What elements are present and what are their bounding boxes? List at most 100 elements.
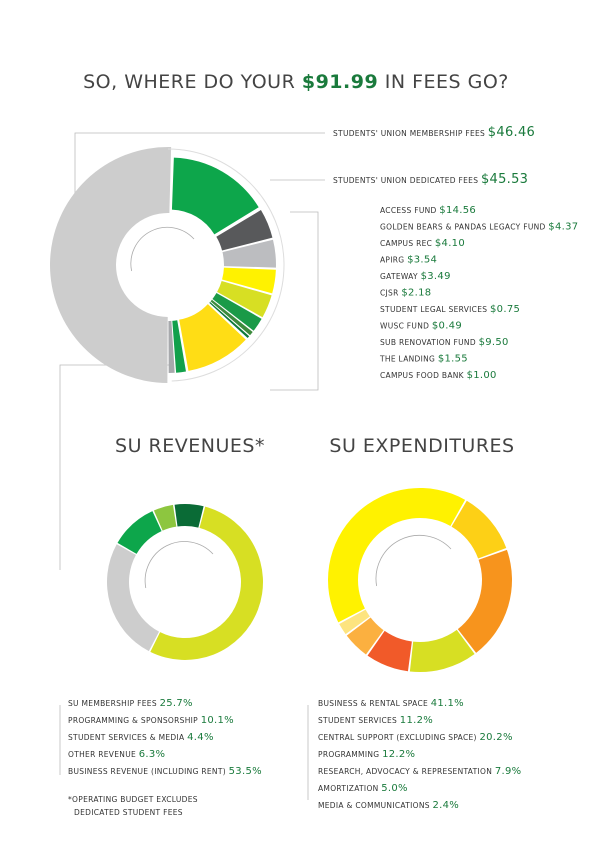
legend-entry: BUSINESS REVENUE (INCLUDING RENT) 53.5%	[68, 766, 262, 777]
donut-segment	[150, 506, 263, 660]
title-suffix: IN FEES GO?	[385, 71, 509, 93]
legend-label: WUSC FUND	[380, 322, 429, 331]
legend-value: $9.50	[479, 337, 509, 348]
legend-value: $4.37	[548, 222, 578, 233]
footnote: *OPERATING BUDGET EXCLUDES DEDICATED STUD…	[68, 795, 198, 817]
donut-segment	[217, 280, 272, 318]
legend-entry: STUDENT SERVICES & MEDIA 4.4%	[68, 732, 214, 743]
legend-label: CJSR	[380, 289, 399, 298]
legend-entry: CJSR $2.18	[380, 288, 431, 299]
legend-entry: SU MEMBERSHIP FEES 25.7%	[68, 698, 193, 709]
donut-segment	[339, 609, 370, 635]
legend-label: GATEWAY	[380, 272, 418, 281]
donut-segment	[168, 320, 175, 373]
legend-value: $1.00	[467, 370, 497, 381]
legend-entry: MEDIA & COMMUNICATIONS 2.4%	[318, 800, 459, 811]
legend-entry: AMORTIZATION 5.0%	[318, 783, 408, 794]
group-arc	[167, 148, 285, 382]
title-amount: $91.99	[302, 71, 378, 93]
title-prefix: SO, WHERE DO YOUR	[83, 71, 295, 93]
donut-segment	[171, 157, 259, 235]
legend-label: CAMPUS REC	[380, 239, 432, 248]
donut-segment	[328, 488, 466, 623]
donut-segment	[49, 146, 172, 383]
donut-segment	[346, 617, 384, 655]
legend-value: 53.5%	[229, 766, 262, 777]
group-value: $45.53	[481, 172, 528, 187]
donut-segment	[212, 293, 262, 331]
legend-label: STUDENT SERVICES & MEDIA	[68, 733, 185, 742]
legend-label: THE LANDING	[379, 355, 435, 364]
legend-value: 41.1%	[431, 698, 464, 709]
legend-value: 6.3%	[139, 749, 166, 760]
legend-label: PROGRAMMING & SPONSORSHIP	[68, 716, 198, 725]
footnote-line: DEDICATED STUDENT FEES	[74, 808, 183, 817]
legend-entry: SUB RENOVATION FUND $9.50	[380, 337, 509, 348]
legend-value: 20.2%	[479, 732, 512, 743]
donut-segment	[179, 304, 246, 371]
donut-segment	[172, 320, 186, 373]
donut-segment	[222, 267, 276, 294]
legend-entry: GATEWAY $3.49	[380, 271, 451, 282]
donut-segment	[367, 630, 412, 672]
legend-value: $0.49	[432, 321, 462, 332]
donut-segment	[210, 299, 253, 336]
legend-value: 7.9%	[495, 766, 522, 777]
legend-label: APIRG	[380, 256, 404, 265]
legend-value: $46.46	[488, 125, 535, 140]
legend-label: PROGRAMMING	[318, 750, 379, 759]
legend-value: $2.18	[401, 288, 431, 299]
legend-label: RESEARCH, ADVOCACY & REPRESENTATION	[318, 767, 492, 776]
legend-entry: STUDENT SERVICES 11.2%	[318, 715, 433, 726]
legend-value: 11.2%	[400, 715, 433, 726]
donut-segment	[106, 544, 160, 652]
legend-label: SUB RENOVATION FUND	[380, 338, 476, 347]
legend-label: STUDENT SERVICES	[318, 716, 397, 725]
legend-value: $3.54	[407, 255, 437, 266]
center-arrow	[130, 226, 195, 272]
legend-entry: THE LANDING $1.55	[379, 354, 468, 365]
center-arrow	[144, 541, 214, 589]
legend-label: BUSINESS REVENUE (INCLUDING RENT)	[68, 767, 226, 776]
donut-segment	[222, 239, 276, 268]
legend-value: 12.2%	[382, 749, 415, 760]
legend-label: MEDIA & COMMUNICATIONS	[318, 801, 430, 810]
footnote-line: *OPERATING BUDGET EXCLUDES	[68, 795, 198, 804]
legend-entry: CENTRAL SUPPORT (EXCLUDING SPACE) 20.2%	[318, 732, 513, 743]
legend-value: $14.56	[439, 205, 476, 216]
legend-label: STUDENT LEGAL SERVICES	[380, 305, 487, 314]
legend-entry: PROGRAMMING 12.2%	[318, 749, 415, 760]
legend-label: AMORTIZATION	[318, 784, 379, 793]
legend-entry: WUSC FUND $0.49	[380, 321, 462, 332]
donut-segment	[117, 511, 162, 554]
donut-segment	[451, 500, 507, 559]
legend-entry: APIRG $3.54	[380, 255, 437, 266]
legend-entry: ACCESS FUND $14.56	[380, 205, 476, 216]
chart-title: SU EXPENDITURES	[329, 435, 514, 457]
donut-segment	[209, 301, 250, 338]
legend-label: CENTRAL SUPPORT (EXCLUDING SPACE)	[318, 733, 477, 742]
donut-segment	[174, 504, 204, 528]
legend-value: 25.7%	[160, 698, 193, 709]
legend-entry: OTHER REVENUE 6.3%	[68, 749, 165, 760]
legend-value: 2.4%	[432, 800, 459, 811]
legend-entry: STUDENT LEGAL SERVICES $0.75	[380, 304, 520, 315]
legend-entry: GOLDEN BEARS & PANDAS LEGACY FUND $4.37	[380, 222, 578, 233]
legend-value: $1.55	[438, 354, 468, 365]
legend-entry: CAMPUS REC $4.10	[380, 238, 465, 249]
legend-label: ACCESS FUND	[380, 206, 437, 215]
chart-title: SU REVENUES*	[115, 435, 265, 457]
page-title: SO, WHERE DO YOUR $91.99 IN FEES GO?	[83, 71, 509, 93]
donut-segment	[153, 504, 177, 531]
legend-label: CAMPUS FOOD BANK	[380, 371, 465, 380]
legend-entry: BUSINESS & RENTAL SPACE 41.1%	[318, 698, 464, 709]
donut-segment	[457, 549, 512, 653]
legend-value: $0.75	[490, 304, 520, 315]
legend-value: $3.49	[421, 271, 451, 282]
legend-entry: PROGRAMMING & SPONSORSHIP 10.1%	[68, 715, 234, 726]
donut-segment	[216, 210, 273, 251]
legend-label: BUSINESS & RENTAL SPACE	[318, 699, 428, 708]
legend-label: OTHER REVENUE	[68, 750, 136, 759]
donut-segment	[409, 629, 475, 673]
